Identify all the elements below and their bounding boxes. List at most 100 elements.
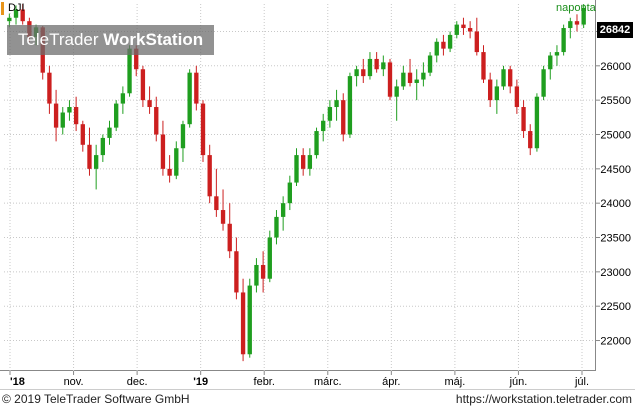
candle-down bbox=[220, 210, 226, 224]
candle-up bbox=[13, 9, 19, 18]
x-tick-label: '18 bbox=[10, 376, 25, 388]
period-label: naponta bbox=[556, 2, 596, 14]
candle-down bbox=[80, 124, 85, 145]
candle-up bbox=[321, 120, 326, 132]
candle-down bbox=[361, 69, 366, 77]
candle-down bbox=[214, 196, 219, 211]
candle-down bbox=[441, 41, 446, 49]
candle-up bbox=[548, 55, 553, 70]
candle-up bbox=[327, 107, 333, 121]
candle-down bbox=[301, 155, 306, 169]
footer: © 2019 TeleTrader Software GmbH https://… bbox=[0, 389, 635, 408]
candle-down bbox=[467, 28, 473, 32]
candle-down bbox=[234, 251, 239, 293]
candle-up bbox=[454, 24, 459, 35]
candle-down bbox=[508, 69, 513, 87]
candle-down bbox=[387, 62, 393, 97]
x-tick-label: jún. bbox=[509, 376, 528, 388]
candle-down bbox=[240, 292, 246, 355]
candle-up bbox=[60, 112, 65, 128]
brand-name-a: TeleTrader bbox=[17, 30, 99, 49]
candle-up bbox=[307, 155, 313, 169]
candle-up bbox=[287, 182, 292, 204]
candle-up bbox=[254, 264, 259, 286]
candle-down bbox=[134, 48, 139, 70]
x-tick-label: júl. bbox=[574, 376, 589, 388]
candle-up bbox=[187, 72, 192, 125]
candle-up bbox=[561, 28, 566, 53]
candle-up bbox=[354, 69, 359, 77]
candle-up bbox=[381, 62, 386, 70]
y-tick-label: 23000 bbox=[600, 267, 631, 279]
x-tick-label: dec. bbox=[127, 376, 148, 388]
candle-up bbox=[414, 79, 419, 83]
candle-down bbox=[374, 58, 379, 70]
brand-name-b: WorkStation bbox=[103, 30, 204, 49]
candle-up bbox=[274, 216, 279, 238]
candle-up bbox=[120, 93, 126, 104]
candle-down bbox=[200, 103, 206, 156]
x-tick-label: febr. bbox=[254, 376, 275, 388]
candle-up bbox=[568, 21, 573, 29]
candle-up bbox=[247, 285, 252, 355]
x-tick-label: máj. bbox=[444, 376, 465, 388]
candle-up bbox=[294, 155, 299, 183]
candle-up bbox=[334, 100, 339, 108]
x-tick-label: '19 bbox=[193, 376, 208, 388]
candle-down bbox=[481, 52, 486, 80]
candle-down bbox=[147, 100, 152, 108]
candle-up bbox=[554, 52, 560, 56]
candle-up bbox=[180, 124, 186, 149]
candle-down bbox=[487, 79, 493, 101]
candle-down bbox=[47, 72, 52, 104]
candle-down bbox=[207, 155, 212, 197]
candle-up bbox=[107, 127, 112, 138]
x-tick-label: nov. bbox=[64, 376, 84, 388]
candle-up bbox=[127, 48, 132, 94]
x-tick-label: ápr. bbox=[382, 376, 400, 388]
candle-down bbox=[521, 107, 526, 132]
candle-up bbox=[394, 86, 399, 97]
y-tick-label: 25500 bbox=[600, 95, 631, 107]
candle-up bbox=[581, 7, 586, 25]
candle-down bbox=[20, 9, 25, 22]
last-price-badge: 26842 bbox=[597, 22, 633, 38]
candle-up bbox=[267, 237, 272, 279]
x-tick-label: márc. bbox=[314, 376, 342, 388]
candle-down bbox=[53, 103, 59, 128]
candle-down bbox=[260, 264, 266, 279]
candle-up bbox=[174, 148, 179, 176]
candle-up bbox=[314, 131, 319, 156]
candle-down bbox=[194, 72, 199, 104]
candle-up bbox=[280, 203, 286, 217]
candle-down bbox=[140, 69, 146, 101]
symbol-label: DJI bbox=[1, 2, 25, 15]
candle-down bbox=[154, 107, 159, 135]
candle-up bbox=[534, 96, 540, 149]
candle-down bbox=[474, 31, 479, 53]
candle-up bbox=[367, 58, 373, 77]
candle-down bbox=[574, 21, 580, 25]
candle-up bbox=[427, 55, 433, 73]
candle-down bbox=[341, 100, 346, 135]
candle-down bbox=[528, 131, 533, 149]
candle-up bbox=[434, 41, 439, 56]
candle-down bbox=[514, 86, 520, 108]
candle-up bbox=[401, 72, 406, 87]
y-tick-label: 24500 bbox=[600, 164, 631, 176]
copyright-text: © 2019 TeleTrader Software GmbH bbox=[2, 392, 190, 406]
watermark-logo: TeleTrader WorkStation bbox=[7, 25, 214, 55]
candle-up bbox=[93, 155, 99, 169]
y-tick-label: 23500 bbox=[600, 233, 631, 245]
y-tick-label: 22500 bbox=[600, 301, 631, 313]
candle-down bbox=[73, 107, 79, 125]
candle-up bbox=[447, 34, 453, 49]
y-tick-label: 25000 bbox=[600, 129, 631, 141]
plot-frame bbox=[0, 0, 596, 371]
y-tick-label: 22000 bbox=[600, 336, 631, 348]
y-tick-label: 26000 bbox=[600, 61, 631, 73]
candle-down bbox=[461, 24, 466, 29]
candle-up bbox=[67, 107, 72, 113]
